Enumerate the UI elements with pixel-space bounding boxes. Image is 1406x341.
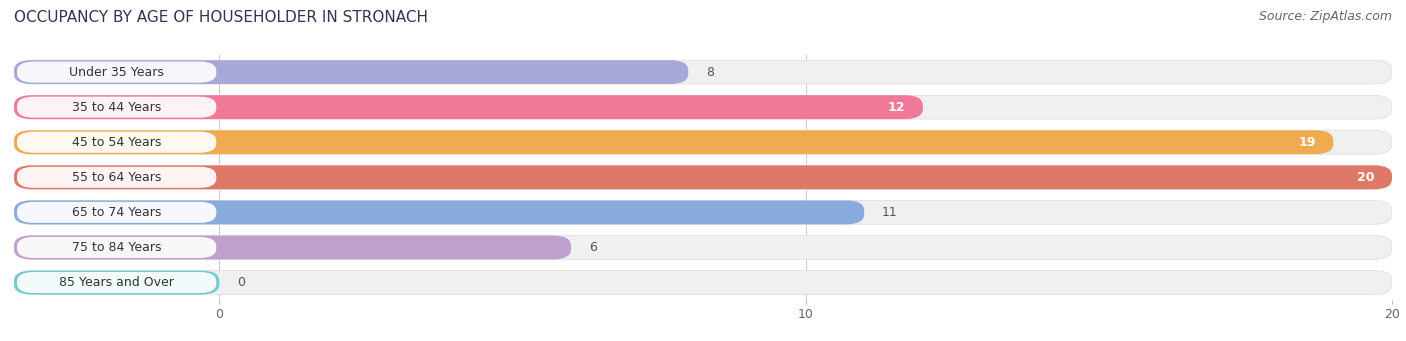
FancyBboxPatch shape (14, 95, 922, 119)
FancyBboxPatch shape (14, 130, 1333, 154)
Text: 65 to 74 Years: 65 to 74 Years (72, 206, 162, 219)
FancyBboxPatch shape (14, 236, 1392, 260)
FancyBboxPatch shape (14, 60, 689, 84)
FancyBboxPatch shape (17, 237, 217, 258)
FancyBboxPatch shape (14, 165, 1392, 189)
Text: 85 Years and Over: 85 Years and Over (59, 276, 174, 289)
FancyBboxPatch shape (14, 271, 1392, 295)
Text: 45 to 54 Years: 45 to 54 Years (72, 136, 162, 149)
Text: 8: 8 (706, 65, 714, 78)
FancyBboxPatch shape (14, 165, 1392, 189)
FancyBboxPatch shape (14, 130, 1392, 154)
FancyBboxPatch shape (17, 167, 217, 188)
Text: 35 to 44 Years: 35 to 44 Years (72, 101, 162, 114)
Text: 6: 6 (589, 241, 596, 254)
FancyBboxPatch shape (14, 95, 1392, 119)
Text: OCCUPANCY BY AGE OF HOUSEHOLDER IN STRONACH: OCCUPANCY BY AGE OF HOUSEHOLDER IN STRON… (14, 10, 427, 25)
FancyBboxPatch shape (14, 60, 1392, 84)
Text: Under 35 Years: Under 35 Years (69, 65, 165, 78)
Text: 75 to 84 Years: 75 to 84 Years (72, 241, 162, 254)
FancyBboxPatch shape (17, 132, 217, 153)
Text: 11: 11 (882, 206, 897, 219)
Text: 0: 0 (236, 276, 245, 289)
FancyBboxPatch shape (14, 236, 571, 260)
FancyBboxPatch shape (14, 201, 1392, 224)
Text: Source: ZipAtlas.com: Source: ZipAtlas.com (1258, 10, 1392, 23)
FancyBboxPatch shape (14, 201, 865, 224)
FancyBboxPatch shape (17, 272, 217, 293)
Text: 12: 12 (887, 101, 905, 114)
Text: 20: 20 (1357, 171, 1374, 184)
FancyBboxPatch shape (17, 202, 217, 223)
FancyBboxPatch shape (14, 271, 219, 295)
FancyBboxPatch shape (17, 97, 217, 118)
Text: 55 to 64 Years: 55 to 64 Years (72, 171, 162, 184)
FancyBboxPatch shape (17, 62, 217, 83)
Text: 19: 19 (1298, 136, 1316, 149)
